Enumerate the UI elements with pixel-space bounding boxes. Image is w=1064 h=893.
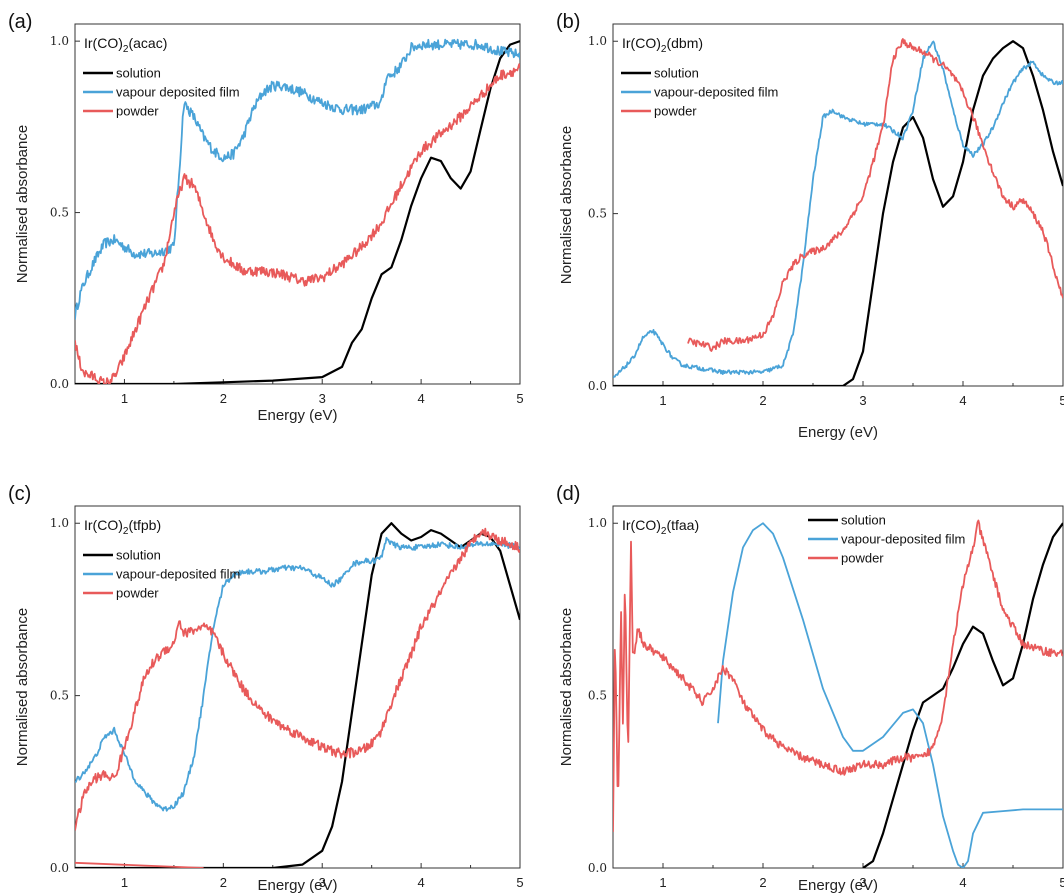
x-tick-label: 1 <box>121 391 128 406</box>
x-tick-label: 1 <box>659 875 666 890</box>
x-tick-label: 5 <box>516 875 523 890</box>
x-tick-label: 5 <box>1059 875 1064 890</box>
legend-label: powder <box>116 104 159 119</box>
y-axis-label: Normalised absorbance <box>558 608 575 766</box>
y-tick-label: 0.0 <box>50 377 69 391</box>
y-tick-label: 0.0 <box>588 379 607 393</box>
y-tick-label: 1.0 <box>588 516 607 530</box>
x-tick-label: 1 <box>121 875 128 890</box>
series-line-powder-baseline <box>75 861 204 868</box>
series-line-vapour-deposited-film <box>75 536 520 812</box>
plot-frame <box>612 505 1064 869</box>
series-line-powder <box>75 63 520 384</box>
legend-label: vapour deposited film <box>116 85 240 100</box>
legend-label: powder <box>841 551 884 566</box>
legend-label: solution <box>841 513 886 528</box>
x-tick-label: 4 <box>959 875 966 890</box>
legend-label: vapour-deposited film <box>654 85 778 100</box>
series-lines <box>75 522 520 868</box>
legend: solution vapour-deposited film powder <box>621 66 778 119</box>
legend-label: vapour-deposited film <box>116 567 240 582</box>
x-tick-label: 3 <box>859 393 866 408</box>
panel-letter: (d) <box>556 483 580 505</box>
chart-panel-b: (b) 0.0 0.5 1.0 1 2 3 4 5 Energy (eV) Normalised a… <box>556 11 1064 441</box>
chart-title: Ir(CO)2(tfaa) <box>622 517 699 537</box>
x-tick-label: 3 <box>319 391 326 406</box>
series-lines <box>613 519 1063 868</box>
legend: solution vapour-deposited film powder <box>83 548 240 601</box>
x-axis-label: Energy (eV) <box>257 407 337 424</box>
y-tick-label: 1.0 <box>50 516 69 530</box>
series-line-solution <box>75 40 520 384</box>
x-tick-label: 2 <box>759 875 766 890</box>
legend: solution vapour-deposited film powder <box>808 513 965 566</box>
series-line-powder <box>613 519 1063 832</box>
x-axis-label: Energy (eV) <box>798 424 878 441</box>
series-line-vapour-deposited-film <box>717 522 1063 868</box>
legend-label: solution <box>116 66 161 81</box>
x-tick-label: 2 <box>220 875 227 890</box>
y-axis-label: Normalised absorbance <box>558 126 575 284</box>
legend-label: powder <box>116 586 159 601</box>
chart-panel-a: (a) 0.0 0.5 1.0 1 2 3 4 5 Energy (eV) Normalised a… <box>8 11 524 424</box>
y-axis-label: Normalised absorbance <box>14 608 31 766</box>
x-tick-label: 4 <box>417 875 424 890</box>
chart-panel-c: (c) 0.0 0.5 1.0 1 2 3 4 5 Energy (eV) Normalised a… <box>8 483 524 893</box>
legend-label: solution <box>654 66 699 81</box>
plot-frame <box>74 23 521 385</box>
series-line-solution <box>613 40 1063 386</box>
series-line-powder <box>75 527 520 831</box>
series-line-solution <box>862 522 1063 868</box>
panel-letter: (c) <box>8 483 31 505</box>
x-tick-label: 2 <box>220 391 227 406</box>
series-line-vapour-deposited-film <box>75 38 520 320</box>
y-tick-label: 0.5 <box>50 206 69 220</box>
x-tick-label: 5 <box>1059 393 1064 408</box>
y-tick-label: 0.5 <box>588 207 607 221</box>
x-tick-label: 1 <box>659 393 666 408</box>
chart-title: Ir(CO)2(tfpb) <box>84 517 161 537</box>
y-tick-label: 0.0 <box>50 861 69 875</box>
chart-panel-d: (d) 0.0 0.5 1.0 1 2 3 4 5 Energy (eV) Normalised a… <box>556 483 1064 893</box>
legend-label: solution <box>116 548 161 563</box>
x-tick-label: 3 <box>319 875 326 890</box>
y-axis-label: Normalised absorbance <box>14 125 31 283</box>
legend-label: vapour-deposited film <box>841 532 965 547</box>
y-tick-label: 0.5 <box>50 689 69 703</box>
x-tick-label: 2 <box>759 393 766 408</box>
legend-label: powder <box>654 104 697 119</box>
y-tick-label: 1.0 <box>50 34 69 48</box>
chart-title: Ir(CO)2(dbm) <box>622 35 703 55</box>
x-tick-label: 5 <box>516 391 523 406</box>
x-tick-label: 4 <box>959 393 966 408</box>
x-axis-label: Energy (eV) <box>798 877 878 893</box>
series-line-vapour-deposited-film <box>613 40 1063 379</box>
x-tick-label: 4 <box>417 391 424 406</box>
y-tick-label: 0.5 <box>588 689 607 703</box>
y-tick-label: 1.0 <box>588 34 607 48</box>
series-lines <box>75 38 520 384</box>
legend: solution vapour deposited film powder <box>83 66 240 119</box>
panel-letter: (a) <box>8 11 32 33</box>
y-tick-label: 0.0 <box>588 861 607 875</box>
chart-title: Ir(CO)2(acac) <box>84 35 167 55</box>
panel-letter: (b) <box>556 11 580 33</box>
x-tick-label: 3 <box>859 875 866 890</box>
plot-frame <box>74 505 521 869</box>
series-lines <box>613 38 1063 386</box>
x-axis-label: Energy (eV) <box>257 877 337 893</box>
series-line-powder <box>687 38 1063 352</box>
